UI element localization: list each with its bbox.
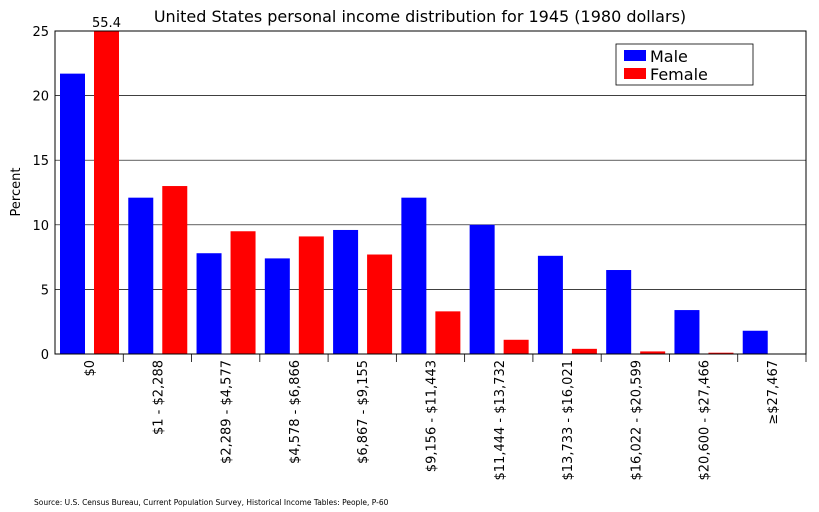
legend-label-male: Male: [650, 47, 688, 66]
bar-male: [60, 73, 85, 355]
x-tick-label: $6,867 - $9,155: [356, 360, 371, 464]
x-tick-label: $16,022 - $20,599: [629, 360, 644, 480]
x-tick-label: $2,289 - $4,577: [220, 360, 235, 464]
legend-label-female: Female: [650, 65, 708, 84]
x-tick-label: $20,600 - $27,466: [698, 360, 713, 480]
bar-male: [264, 258, 290, 354]
x-tick-label: ≥$27,467: [766, 360, 781, 425]
bar-male: [128, 197, 154, 354]
y-tick-label: 15: [32, 154, 49, 169]
y-tick-label: 5: [41, 283, 49, 298]
legend-swatch-male: [624, 50, 646, 61]
bar-male: [606, 270, 632, 354]
chart-title: United States personal income distributi…: [154, 7, 686, 26]
bar-female: [435, 311, 461, 354]
source-note: Source: U.S. Census Bureau, Current Popu…: [34, 498, 389, 507]
y-tick-label: 25: [32, 25, 49, 40]
x-tick-label: $13,733 - $16,021: [561, 360, 576, 480]
bar-female: [230, 231, 256, 354]
plot-frame: [54, 30, 807, 355]
bar-female: [298, 236, 324, 354]
legend: Male Female: [615, 43, 754, 86]
x-tick-label: $9,156 - $11,443: [425, 360, 440, 472]
bar-female: [162, 186, 188, 354]
bar-male: [742, 330, 768, 354]
bar-male: [333, 229, 359, 354]
bar-male: [674, 310, 700, 354]
clipped-bar-annotation: 55.4: [92, 16, 121, 31]
bar-female: [503, 339, 529, 354]
bar-male: [401, 197, 427, 354]
y-tick-label: 0: [41, 348, 49, 363]
bar-female: [367, 254, 393, 354]
bar-male: [537, 255, 563, 354]
bar-female: [640, 351, 666, 354]
bar-female: [94, 31, 119, 354]
bar-male: [469, 224, 495, 354]
x-tick-label: $4,578 - $6,866: [288, 360, 303, 464]
bar-female: [708, 352, 734, 354]
x-tick-label: $0: [83, 360, 98, 377]
bar-male: [196, 253, 222, 354]
bar-female: [571, 348, 597, 354]
y-tick-label: 10: [32, 219, 49, 234]
y-axis-label: Percent: [9, 168, 24, 217]
x-tick-label: $1 - $2,288: [151, 360, 166, 435]
x-tick-label: $11,444 - $13,732: [493, 360, 508, 480]
y-tick-label: 20: [32, 90, 49, 105]
legend-swatch-female: [624, 68, 646, 79]
